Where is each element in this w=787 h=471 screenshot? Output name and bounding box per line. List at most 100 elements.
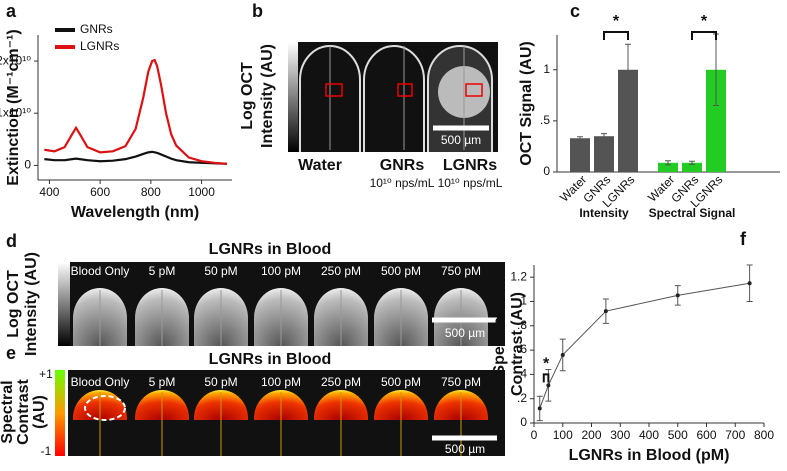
x-tick-label: 800 (754, 428, 774, 442)
sample-label: 750 pM (441, 375, 481, 389)
sample-label: 5 pM (149, 375, 176, 389)
x-tick-label: 1000 (188, 185, 215, 199)
y-label: Intensity (AU) (23, 252, 40, 356)
legend-label: GNRs (80, 22, 113, 36)
panel-letter: f (740, 229, 747, 249)
significance-bracket (691, 31, 717, 40)
sample-label: 250 pM (321, 375, 361, 389)
y-tick-label: .8 (517, 318, 527, 332)
sample-label: Blood Only (71, 375, 130, 389)
y-label: Spectral (491, 312, 508, 375)
sample-label: 750 pM (441, 264, 481, 278)
y-tick-label: .2 (517, 391, 527, 405)
significance-mark: * (701, 13, 708, 30)
y-tick-label: 0 (543, 164, 550, 178)
sample-label: 500 pM (381, 375, 421, 389)
data-point (747, 281, 752, 286)
y-label: Contrast (15, 378, 32, 444)
y-tick-label: .6 (517, 342, 527, 356)
panel-letter: c (570, 1, 580, 21)
x-tick-label: 600 (90, 185, 110, 199)
colorbar-min: -1 (41, 444, 52, 458)
bar (658, 162, 678, 172)
x-tick-label: 700 (725, 428, 745, 442)
error-bar (601, 133, 607, 140)
bar (706, 69, 726, 172)
x-tick-label: 100 (553, 428, 573, 442)
y-label: Contrast (AU) (509, 292, 526, 396)
sample-label: GNRs (380, 157, 425, 174)
sample-label: 250 pM (321, 264, 361, 278)
error-bar (625, 43, 631, 96)
concentration-label: 10¹⁰ nps/mL (370, 176, 435, 190)
series-line (44, 150, 227, 165)
bar (682, 162, 702, 172)
x-label: LGNRs in Blood (pM) (569, 447, 730, 464)
y-label: (AU) (31, 395, 48, 429)
sample-label: LGNRs (443, 157, 497, 174)
sample-label: 100 pM (261, 264, 301, 278)
panel-letter: a (6, 1, 17, 21)
series-line (539, 282, 750, 409)
group-label: Intensity (579, 206, 629, 220)
data-point (675, 293, 680, 298)
bar (618, 69, 638, 172)
y-tick-label: 1x10¹⁰ (0, 105, 31, 119)
y-tick-label: 1 (543, 62, 550, 76)
y-tick-label: .5 (540, 113, 550, 127)
sample-label: 50 pM (204, 264, 237, 278)
y-tick-label: 1 (520, 294, 527, 308)
x-tick-label: 200 (581, 428, 601, 442)
concentration-label: 10¹⁰ nps/mL (438, 176, 503, 190)
x-tick-label: 600 (696, 428, 716, 442)
x-tick-label: 500 (668, 428, 688, 442)
roi-outline (84, 395, 126, 421)
significance-bracket (603, 31, 629, 40)
y-label: OCT Signal (AU) (518, 41, 535, 165)
bar (570, 138, 590, 172)
data-point (537, 406, 542, 411)
significance-mark: * (543, 356, 550, 373)
y-label: Log OCT (239, 62, 256, 130)
y-label: Spectral (0, 380, 16, 443)
bar (594, 136, 614, 172)
y-tick-label: 2x10¹⁰ (0, 53, 31, 67)
error-bar (577, 136, 583, 141)
y-tick-label: .4 (517, 367, 527, 381)
spectral-image-e (55, 370, 505, 456)
x-label: Wavelength (nm) (71, 204, 199, 221)
y-tick-label: 0 (520, 415, 527, 429)
oct-image-b (288, 42, 498, 152)
series-line (44, 58, 228, 165)
panel-letter: d (6, 231, 17, 251)
x-tick-label: 0 (531, 428, 538, 442)
data-point (546, 383, 551, 388)
panel-title: LGNRs in Blood (209, 241, 332, 258)
group-label: Spectral Signal (649, 206, 736, 220)
panel-letter: b (252, 1, 263, 21)
significance-mark: * (613, 13, 620, 30)
scale-bar-label: 500 µm (445, 442, 485, 456)
data-point (560, 352, 565, 357)
legend-label: LGNRs (80, 39, 119, 53)
y-label: Intensity (AU) (259, 44, 276, 148)
oct-image-d (58, 262, 505, 346)
x-tick-label: 800 (141, 185, 161, 199)
x-tick-label: 300 (610, 428, 630, 442)
y-label: Extinction (M⁻¹cm⁻¹) (5, 29, 22, 185)
y-tick-label: 0 (24, 158, 31, 172)
sample-label: Blood Only (71, 264, 130, 278)
data-point (603, 309, 608, 314)
panel-title: LGNRs in Blood (209, 351, 332, 368)
error-bar (689, 160, 695, 165)
sample-label: 50 pM (204, 375, 237, 389)
y-tick-label: 1.2 (510, 269, 527, 283)
y-label: Log OCT (5, 270, 22, 338)
sample-label: 500 pM (381, 264, 421, 278)
sample-label: 100 pM (261, 375, 301, 389)
sample-label: Water (298, 157, 342, 174)
scale-bar-label: 500 µm (441, 133, 481, 147)
x-tick-label: 400 (39, 185, 59, 199)
significance-bracket (542, 373, 550, 383)
